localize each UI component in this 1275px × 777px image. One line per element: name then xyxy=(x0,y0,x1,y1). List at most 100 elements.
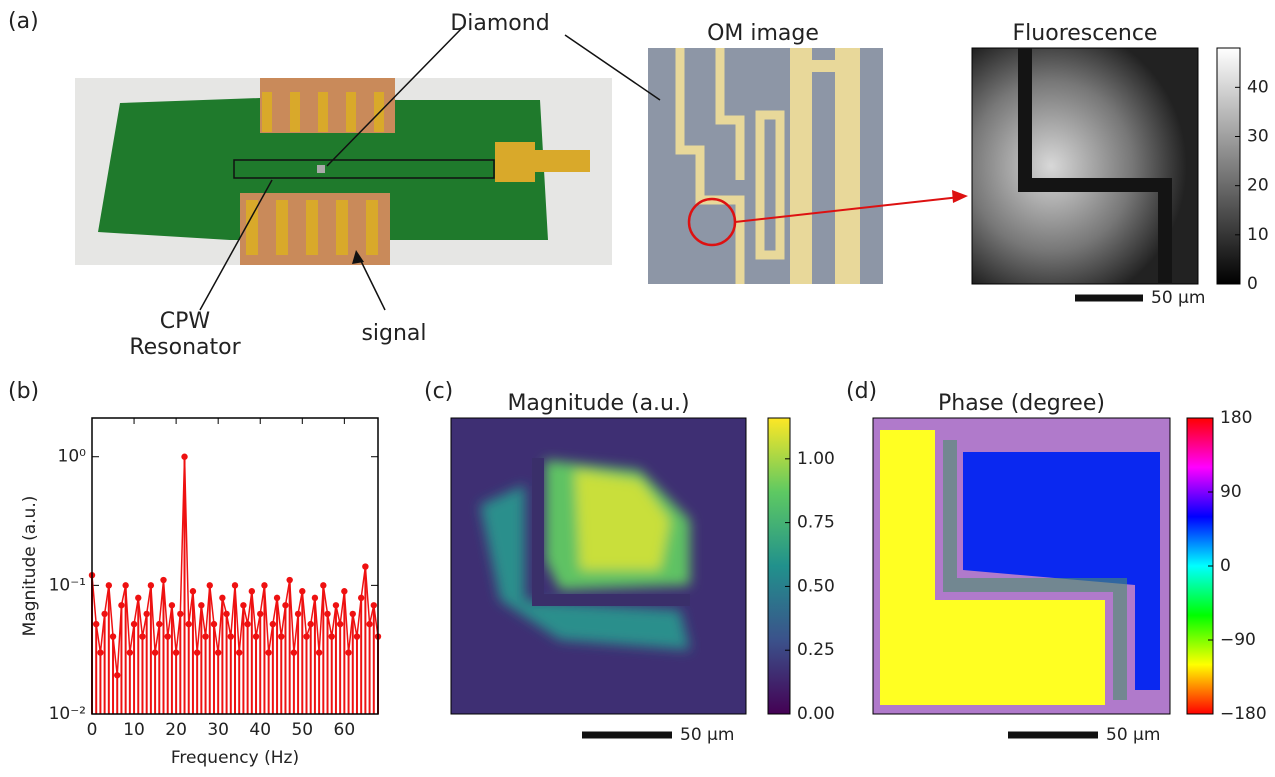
y-tick-label: 10⁰ xyxy=(58,447,87,467)
marker xyxy=(249,588,255,594)
colorbar-tick-label: 0.25 xyxy=(797,640,835,660)
marker xyxy=(135,595,141,601)
marker xyxy=(308,621,314,627)
colorbar-tick-label: 0 xyxy=(1247,274,1258,294)
scale-bar-label: 50 μm xyxy=(680,725,734,745)
panel-label: (b) xyxy=(8,379,39,404)
marker xyxy=(274,595,280,601)
panel-label: (a) xyxy=(8,9,39,34)
marker xyxy=(215,649,221,655)
marker xyxy=(118,602,124,608)
marker xyxy=(181,454,187,460)
marker xyxy=(122,582,128,588)
photo xyxy=(75,28,612,310)
marker xyxy=(358,595,364,601)
colorbar-tick-label: 90 xyxy=(1220,482,1242,502)
y-tick-label: 10⁻² xyxy=(49,704,86,724)
scale-bar-label: 50 μm xyxy=(1151,288,1205,308)
marker xyxy=(232,582,238,588)
marker xyxy=(312,595,318,601)
marker xyxy=(265,649,271,655)
x-tick-label: 20 xyxy=(165,720,187,740)
marker xyxy=(97,649,103,655)
annotation: signal xyxy=(361,321,426,346)
marker xyxy=(198,602,204,608)
x-tick-label: 50 xyxy=(291,720,313,740)
x-tick-label: 60 xyxy=(334,720,356,740)
marker xyxy=(202,633,208,639)
marker xyxy=(152,649,158,655)
marker xyxy=(303,633,309,639)
marker xyxy=(160,577,166,583)
figure: (a) (b) (c) (d) Diamond CPW Resonator si… xyxy=(0,0,1275,773)
colorbar-tick-label: 20 xyxy=(1247,176,1269,196)
marker xyxy=(177,611,183,617)
image-title: Fluorescence xyxy=(1013,21,1158,46)
marker xyxy=(299,588,305,594)
marker xyxy=(270,621,276,627)
marker xyxy=(329,633,335,639)
marker xyxy=(219,595,225,601)
panel-label: (c) xyxy=(424,379,453,404)
marker xyxy=(291,649,297,655)
heatmap-image xyxy=(451,418,746,714)
marker xyxy=(257,611,263,617)
annotation: Resonator xyxy=(129,335,241,360)
marker xyxy=(240,602,246,608)
marker xyxy=(148,582,154,588)
marker xyxy=(295,611,301,617)
marker xyxy=(371,602,377,608)
marker xyxy=(139,633,145,639)
annotation: Diamond xyxy=(450,11,549,36)
x-tick-label: 40 xyxy=(249,720,271,740)
x-axis-label: Frequency (Hz) xyxy=(171,748,299,768)
colorbar-tick-label: 10 xyxy=(1247,225,1269,245)
x-tick-label: 10 xyxy=(123,720,145,740)
marker xyxy=(165,633,171,639)
marker xyxy=(333,602,339,608)
marker xyxy=(114,672,120,678)
marker xyxy=(127,649,133,655)
marker xyxy=(362,563,368,569)
marker xyxy=(131,621,137,627)
marker xyxy=(228,633,234,639)
marker xyxy=(156,621,162,627)
colorbar-tick-label: 0.75 xyxy=(797,513,835,533)
colorbar xyxy=(1217,48,1240,284)
om-image xyxy=(565,35,968,284)
marker xyxy=(211,621,217,627)
marker xyxy=(106,582,112,588)
y-tick-label: 10⁻¹ xyxy=(49,575,86,595)
marker xyxy=(236,649,242,655)
marker xyxy=(194,649,200,655)
x-tick-label: 30 xyxy=(207,720,229,740)
marker xyxy=(93,621,99,627)
colorbar-tick-label: −90 xyxy=(1220,630,1256,650)
annotation: CPW xyxy=(160,309,211,334)
marker xyxy=(207,582,213,588)
marker xyxy=(354,633,360,639)
colorbar-tick-label: 180 xyxy=(1220,408,1252,428)
marker xyxy=(110,633,116,639)
marker xyxy=(253,633,259,639)
marker xyxy=(143,611,149,617)
marker xyxy=(169,602,175,608)
colorbar-tick-label: 1.00 xyxy=(797,449,835,469)
marker xyxy=(282,602,288,608)
marker xyxy=(324,611,330,617)
y-axis-label: Magnitude (a.u.) xyxy=(20,496,40,637)
marker xyxy=(341,588,347,594)
scale-bar-label: 50 μm xyxy=(1106,725,1160,745)
marker xyxy=(186,621,192,627)
colorbar-tick-label: −180 xyxy=(1220,704,1267,724)
heatmap-image xyxy=(972,48,1198,284)
colorbar-tick-label: 40 xyxy=(1247,77,1269,97)
colorbar-tick-label: 0 xyxy=(1220,556,1231,576)
marker xyxy=(286,577,292,583)
image-title: Phase (degree) xyxy=(938,391,1105,416)
marker xyxy=(350,611,356,617)
marker xyxy=(101,611,107,617)
marker xyxy=(337,621,343,627)
marker xyxy=(366,621,372,627)
colorbar-tick-label: 30 xyxy=(1247,127,1269,147)
